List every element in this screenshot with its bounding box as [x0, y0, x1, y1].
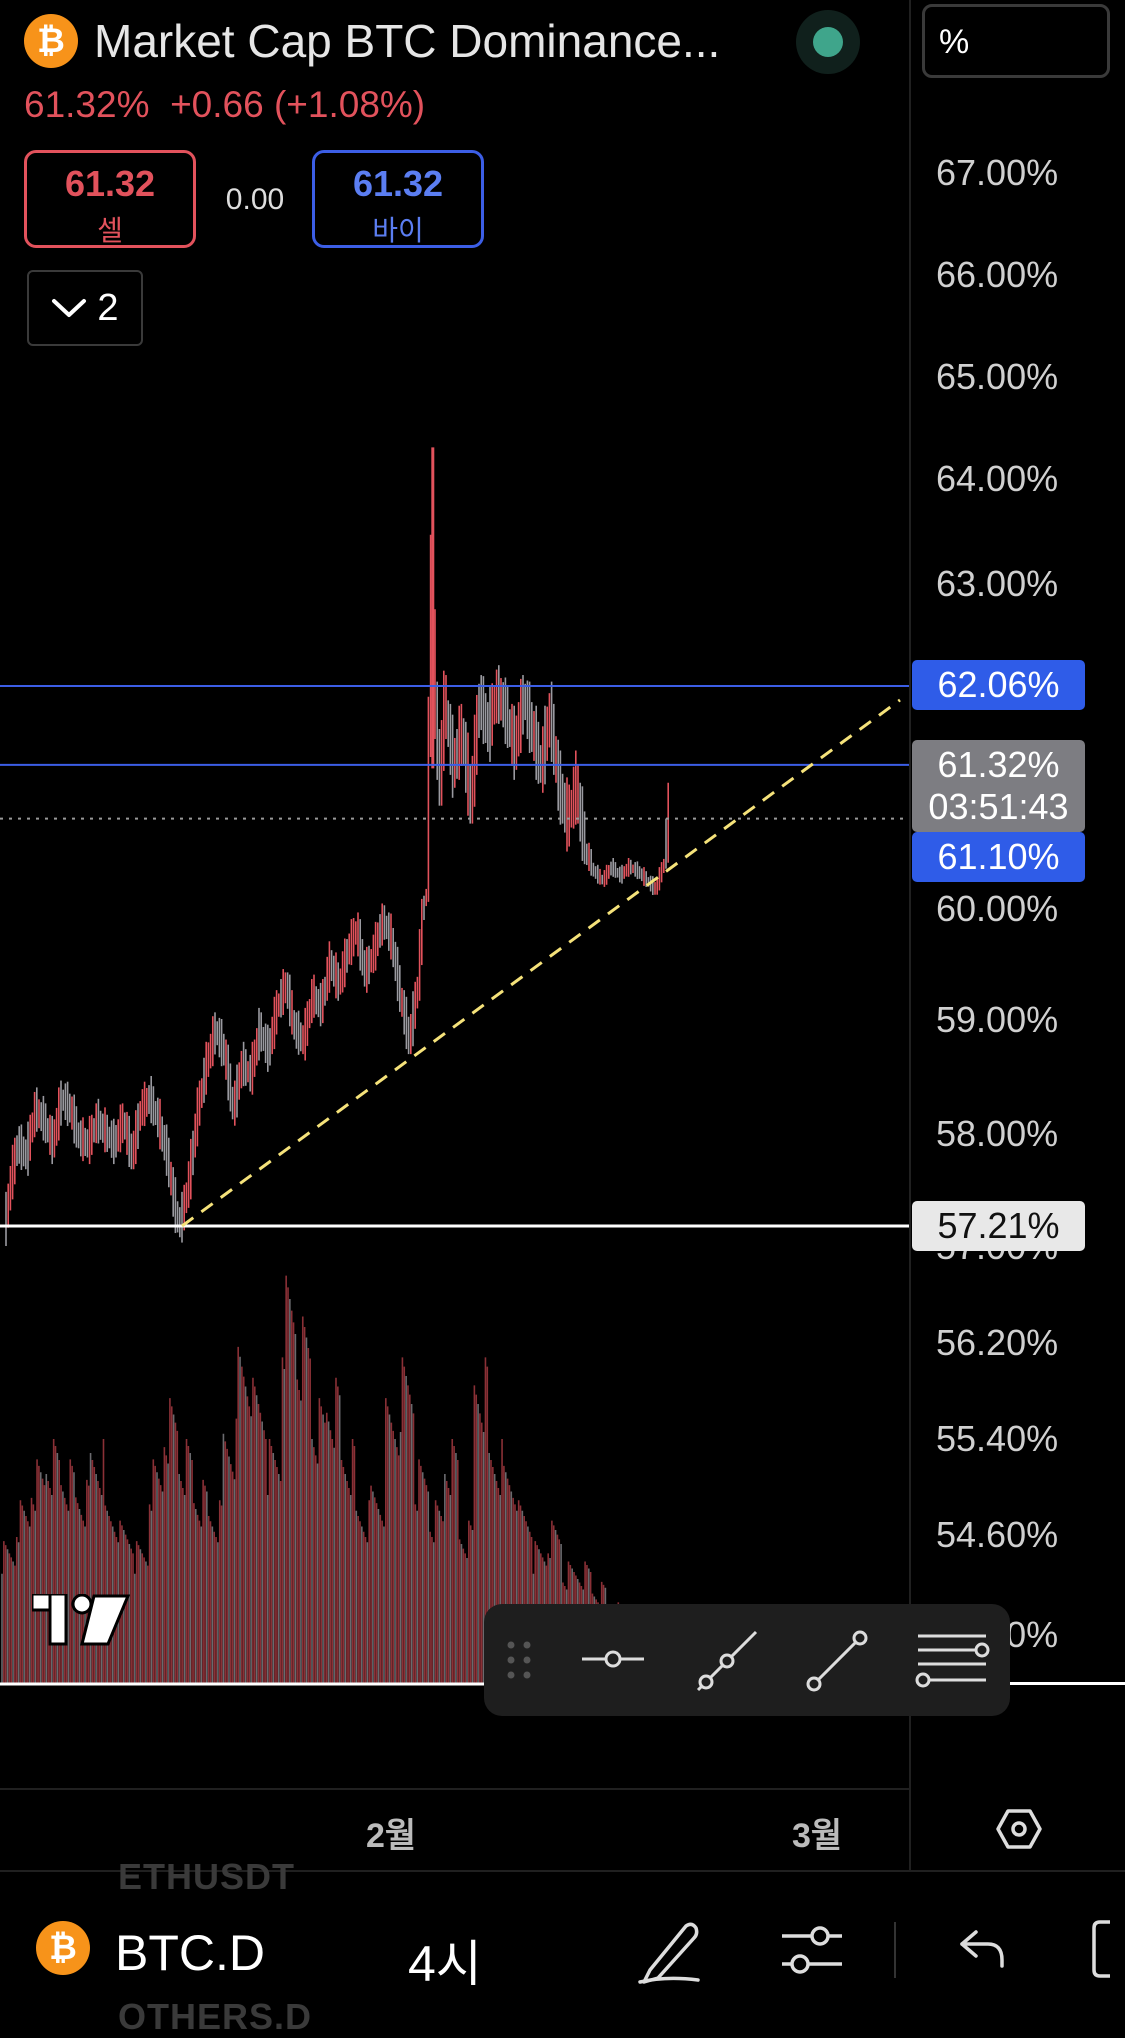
y-tick: 63.00%: [936, 563, 1059, 604]
current-price-value: 61.32%: [937, 744, 1060, 785]
chart-settings-icon[interactable]: [996, 1808, 1042, 1850]
time-axis-divider: [0, 1788, 909, 1790]
price-chart[interactable]: [0, 0, 909, 1690]
watchlist-ghost-item: ETHUSDT: [118, 1856, 295, 1897]
drag-handle-icon[interactable]: [506, 1640, 532, 1680]
volume-tick: 56.20%: [936, 1322, 1059, 1363]
ray-line-icon[interactable]: [804, 1628, 870, 1694]
volume-baseline-axis: [909, 1682, 1125, 1685]
y-tick: 58.00%: [936, 1113, 1059, 1154]
indicators-sliders-icon[interactable]: [780, 1922, 844, 1978]
horizontal-ray-icon[interactable]: [580, 1644, 646, 1674]
bitcoin-icon: ₿: [24, 14, 78, 68]
symbol-button[interactable]: BTC.D: [115, 1925, 265, 1981]
watchlist-ghost-item: OTHERS.D: [118, 1996, 313, 2037]
undo-icon[interactable]: [958, 1926, 1006, 1970]
range-low-price-tag: 61.10%: [912, 832, 1085, 882]
y-tick: 65.00%: [936, 356, 1059, 397]
price-axis-divider: [909, 0, 911, 1870]
chevron-down-icon: [52, 299, 87, 317]
volume-tick: 54.60%: [936, 1514, 1059, 1555]
buy-price: 61.32: [352, 163, 444, 204]
indicators-toggle[interactable]: 2: [27, 270, 143, 346]
x-label: 3월: [792, 1817, 843, 1855]
trend-line[interactable]: [181, 698, 901, 1228]
bottom-bar-divider: [0, 1870, 1125, 1872]
y-tick: 64.00%: [936, 458, 1059, 499]
bitcoin-icon: ₿: [36, 1921, 90, 1975]
y-tick: 66.00%: [936, 254, 1059, 295]
sell-price: 61.32: [64, 163, 156, 204]
y-tick: 67.00%: [936, 152, 1059, 193]
resistance-price-tag: 62.06%: [912, 660, 1085, 710]
sell-label: 셀: [97, 215, 123, 246]
price-change-percent: (+1.08%): [273, 84, 426, 125]
price-summary: 61.32% +0.66 (+1.08%): [24, 84, 425, 126]
spread-value: 0.00: [225, 183, 285, 216]
support-price-tag: 57.21%: [912, 1201, 1085, 1251]
current-price-tag: 61.32% 03:51:43: [912, 740, 1085, 832]
volume-bars: [1, 1275, 621, 1684]
trend-line-icon[interactable]: [694, 1628, 760, 1694]
fullscreen-icon[interactable]: [1090, 1918, 1125, 1980]
live-status-indicator: [796, 10, 860, 74]
live-dot-icon: [813, 27, 843, 57]
x-label: 2월: [366, 1817, 417, 1855]
sell-button[interactable]: 61.32 셀: [24, 150, 196, 248]
timeframe-button[interactable]: 4시: [408, 1936, 482, 1992]
symbol-title[interactable]: Market Cap BTC Dominance...: [94, 15, 721, 67]
y-tick: 59.00%: [936, 999, 1059, 1040]
last-price: 61.32%: [24, 84, 150, 125]
unit-selector[interactable]: %: [922, 4, 1110, 78]
volume-tick: 55.40%: [936, 1418, 1059, 1459]
tradingview-logo: [32, 1594, 130, 1646]
parallel-channel-icon[interactable]: [914, 1628, 990, 1694]
indicators-count: 2: [97, 286, 119, 329]
buy-label: 바이: [372, 215, 424, 246]
price-change: +0.66: [170, 84, 264, 125]
buy-button[interactable]: 61.32 바이: [312, 150, 484, 248]
pen-draw-icon[interactable]: [636, 1916, 704, 1986]
drawing-toolbar: [484, 1604, 1010, 1716]
toolbar-separator: [894, 1922, 896, 1978]
bar-countdown: 03:51:43: [928, 786, 1069, 827]
y-tick: 60.00%: [936, 888, 1059, 929]
candles: [5, 447, 670, 1246]
bottom-toolbar: [0, 1872, 1125, 2017]
